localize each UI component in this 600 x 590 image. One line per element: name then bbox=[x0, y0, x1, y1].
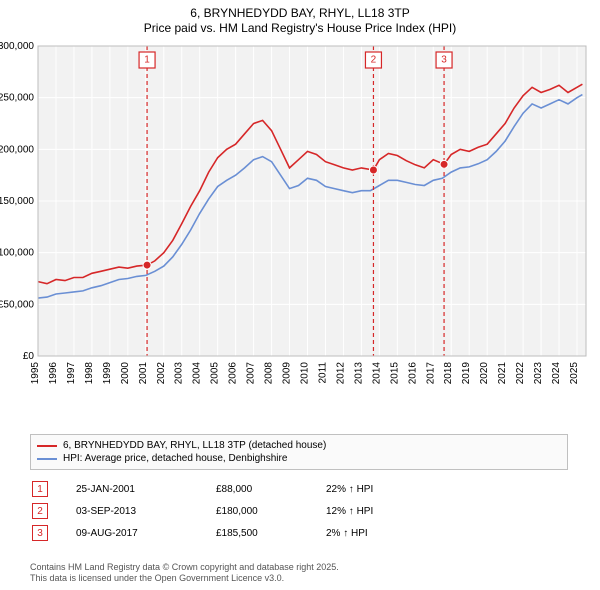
svg-text:2024: 2024 bbox=[551, 362, 562, 385]
svg-text:£200,000: £200,000 bbox=[0, 144, 34, 155]
event-badge: 3 bbox=[32, 525, 48, 541]
svg-text:2022: 2022 bbox=[515, 362, 526, 385]
event-price: £88,000 bbox=[216, 484, 326, 495]
legend: 6, BRYNHEDYDD BAY, RHYL, LL18 3TP (detac… bbox=[30, 434, 568, 470]
event-date: 09-AUG-2017 bbox=[76, 528, 216, 539]
legend-swatch bbox=[37, 458, 57, 460]
price-chart: £0 £50,000 £100,000 £150,000 £200,000 £250,00… bbox=[0, 40, 600, 430]
event-date: 25-JAN-2001 bbox=[76, 484, 216, 495]
svg-text:2018: 2018 bbox=[443, 362, 454, 385]
svg-text:2: 2 bbox=[371, 55, 377, 66]
svg-text:£300,000: £300,000 bbox=[0, 41, 34, 52]
svg-text:2010: 2010 bbox=[300, 362, 311, 385]
svg-text:2009: 2009 bbox=[282, 362, 293, 385]
svg-text:2006: 2006 bbox=[228, 362, 239, 385]
svg-text:2016: 2016 bbox=[407, 362, 418, 385]
svg-text:2007: 2007 bbox=[246, 362, 257, 385]
footer-line-1: Contains HM Land Registry data © Crown c… bbox=[30, 562, 339, 573]
svg-text:2001: 2001 bbox=[138, 362, 149, 385]
legend-swatch bbox=[37, 445, 57, 447]
svg-text:£50,000: £50,000 bbox=[0, 299, 34, 310]
svg-text:2019: 2019 bbox=[461, 362, 472, 385]
svg-text:2008: 2008 bbox=[264, 362, 275, 385]
svg-text:2015: 2015 bbox=[389, 362, 400, 385]
title-line-2: Price paid vs. HM Land Registry's House … bbox=[0, 21, 600, 36]
legend-item: 6, BRYNHEDYDD BAY, RHYL, LL18 3TP (detac… bbox=[37, 439, 561, 452]
event-price: £180,000 bbox=[216, 506, 326, 517]
svg-text:1999: 1999 bbox=[102, 362, 113, 385]
svg-text:2000: 2000 bbox=[120, 362, 131, 385]
svg-text:2011: 2011 bbox=[317, 362, 328, 384]
svg-text:1995: 1995 bbox=[30, 362, 41, 385]
legend-label: HPI: Average price, detached house, Denb… bbox=[63, 453, 287, 464]
svg-text:1997: 1997 bbox=[66, 362, 77, 385]
svg-text:£100,000: £100,000 bbox=[0, 248, 34, 259]
svg-text:1998: 1998 bbox=[84, 362, 95, 385]
svg-text:£250,000: £250,000 bbox=[0, 93, 34, 104]
svg-text:2023: 2023 bbox=[533, 362, 544, 385]
title-line-1: 6, BRYNHEDYDD BAY, RHYL, LL18 3TP bbox=[0, 6, 600, 21]
event-delta: 2% ↑ HPI bbox=[326, 528, 568, 539]
svg-text:2021: 2021 bbox=[497, 362, 508, 385]
events-table: 1 25-JAN-2001£88,00022% ↑ HPI 2 03-SEP-2013… bbox=[30, 478, 568, 544]
svg-text:2013: 2013 bbox=[353, 362, 364, 385]
event-badge: 2 bbox=[32, 503, 48, 519]
svg-text:2014: 2014 bbox=[371, 362, 382, 385]
svg-text:£0: £0 bbox=[23, 351, 35, 362]
svg-text:2005: 2005 bbox=[210, 362, 221, 385]
svg-text:2020: 2020 bbox=[479, 362, 490, 385]
svg-text:£150,000: £150,000 bbox=[0, 196, 34, 207]
svg-text:2012: 2012 bbox=[335, 362, 346, 385]
event-badge: 1 bbox=[32, 481, 48, 497]
event-delta: 22% ↑ HPI bbox=[326, 484, 568, 495]
svg-text:2004: 2004 bbox=[192, 362, 203, 385]
event-row: 3 09-AUG-2017£185,5002% ↑ HPI bbox=[30, 522, 568, 544]
event-delta: 12% ↑ HPI bbox=[326, 506, 568, 517]
footer-line-2: This data is licensed under the Open Gov… bbox=[30, 573, 339, 584]
svg-text:3: 3 bbox=[441, 55, 447, 66]
legend-label: 6, BRYNHEDYDD BAY, RHYL, LL18 3TP (detac… bbox=[63, 440, 326, 451]
event-row: 2 03-SEP-2013£180,00012% ↑ HPI bbox=[30, 500, 568, 522]
svg-text:2002: 2002 bbox=[156, 362, 167, 385]
svg-text:2003: 2003 bbox=[174, 362, 185, 385]
event-price: £185,500 bbox=[216, 528, 326, 539]
svg-text:1: 1 bbox=[144, 55, 150, 66]
event-row: 1 25-JAN-2001£88,00022% ↑ HPI bbox=[30, 478, 568, 500]
legend-item: HPI: Average price, detached house, Denb… bbox=[37, 452, 561, 465]
svg-text:2017: 2017 bbox=[425, 362, 436, 385]
license-footer: Contains HM Land Registry data © Crown c… bbox=[30, 562, 339, 585]
svg-text:2025: 2025 bbox=[569, 362, 580, 385]
chart-title: 6, BRYNHEDYDD BAY, RHYL, LL18 3TP Price … bbox=[0, 0, 600, 36]
event-date: 03-SEP-2013 bbox=[76, 506, 216, 517]
svg-text:1996: 1996 bbox=[48, 362, 59, 385]
